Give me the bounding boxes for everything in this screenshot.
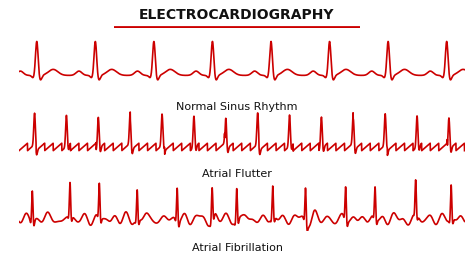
Text: Normal Sinus Rhythm: Normal Sinus Rhythm [176,102,298,113]
Text: Atrial Flutter: Atrial Flutter [202,169,272,179]
Text: ELECTROCARDIOGRAPHY: ELECTROCARDIOGRAPHY [139,8,335,22]
Text: Atrial Fibrillation: Atrial Fibrillation [191,243,283,253]
